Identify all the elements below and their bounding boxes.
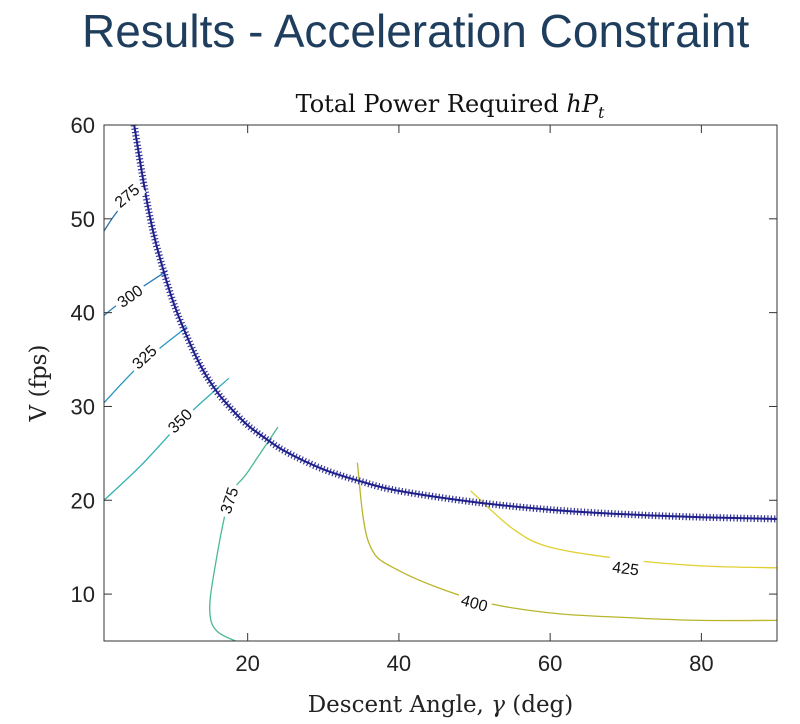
contour-line-425 <box>470 490 777 569</box>
y-tick-label: 50 <box>71 207 95 232</box>
y-axis-label: V (fps) <box>26 345 52 423</box>
y-tick-label: 40 <box>71 301 95 326</box>
x-axis-label: Descent Angle, γ (deg) <box>308 692 574 718</box>
x-axis-label-unit: (deg) <box>505 692 573 718</box>
constraint-hatching <box>130 125 777 523</box>
axes-frame <box>103 124 778 642</box>
chart-title-text: Total Power Required <box>296 90 559 118</box>
contour-label-bg-425 <box>607 555 644 580</box>
contour-label-425: 425 <box>611 559 640 579</box>
plot-area <box>104 125 777 641</box>
y-tick-label: 20 <box>71 488 95 513</box>
contour-label-bg-300 <box>110 277 150 314</box>
x-axis-label-symbol: γ <box>491 692 505 718</box>
x-axis-label-text: Descent Angle, <box>308 692 491 718</box>
contour-label-bg-325 <box>124 337 164 376</box>
chart-title-math-sub: t <box>598 103 605 122</box>
contour-label-375: 375 <box>218 485 243 516</box>
chart-title-math: hP <box>566 90 598 118</box>
contour-label-bg-275 <box>107 176 147 214</box>
chart-title: Total Power Required hPt <box>296 90 605 122</box>
contour-line-375 <box>209 426 279 641</box>
contour-label-400: 400 <box>459 592 489 616</box>
constraint-boundary-line <box>133 125 777 520</box>
axis-ticks: 20 40 60 80 10 20 30 40 50 60 <box>71 113 777 676</box>
y-tick-label: 30 <box>71 394 95 419</box>
x-tick-label: 80 <box>689 651 713 676</box>
x-tick-label: 60 <box>538 651 562 676</box>
contour-line-400 <box>356 462 777 622</box>
x-tick-label: 20 <box>235 651 259 676</box>
contour-line-350 <box>104 377 230 501</box>
slide-title: Results - Acceleration Constraint <box>82 5 750 57</box>
y-tick-label: 10 <box>71 582 95 607</box>
y-tick-label: 60 <box>71 113 95 138</box>
contour-label-bg-400 <box>455 588 494 617</box>
contour-label-bg-375 <box>213 480 244 520</box>
contour-label-bg-350 <box>160 401 199 440</box>
x-tick-label: 40 <box>387 651 411 676</box>
